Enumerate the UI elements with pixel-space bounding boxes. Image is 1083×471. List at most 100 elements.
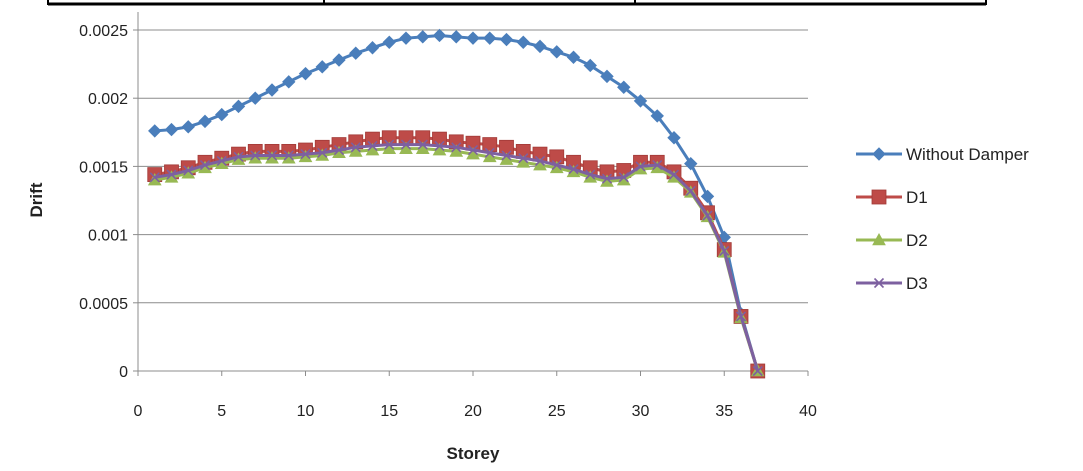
data-point [652, 159, 663, 171]
data-point [484, 147, 495, 158]
y-tick-label: 0.001 [88, 228, 128, 245]
data-point [482, 137, 498, 152]
data-point [516, 35, 530, 49]
data-point [684, 156, 698, 171]
data-point [752, 365, 763, 377]
data-point [618, 172, 629, 183]
axes: 0 0.0005 0.001 0.0015 0.002 0.0025 0 5 10 15 20 25 3… [79, 12, 817, 420]
data-point [199, 159, 211, 171]
legend-label: Without Damper [906, 145, 1029, 164]
data-point [248, 91, 262, 105]
series-line [154, 33, 760, 372]
data-point [467, 144, 479, 156]
x-tick-label: 10 [297, 403, 315, 420]
data-point [719, 245, 730, 257]
series [147, 28, 766, 379]
data-point [434, 140, 445, 152]
data-point [166, 169, 177, 180]
data-point [183, 165, 194, 176]
data-point [617, 80, 631, 94]
legend-label: D3 [906, 274, 928, 293]
data-point [233, 151, 244, 162]
data-point [198, 114, 212, 129]
data-point [148, 124, 162, 138]
data-point [501, 150, 512, 161]
x-tick-label: 25 [548, 403, 566, 420]
y-tick-label: 0.0025 [79, 23, 128, 40]
data-point [250, 150, 261, 161]
data-point [702, 210, 713, 221]
data-point [350, 142, 361, 153]
data-point [231, 99, 246, 114]
data-point [635, 161, 646, 172]
data-point [466, 31, 480, 45]
data-point [266, 150, 278, 161]
x-tick-label: 0 [134, 403, 143, 420]
x-tick-label: 5 [217, 403, 226, 420]
data-point [600, 69, 614, 84]
data-point [216, 155, 227, 167]
data-point [583, 58, 597, 73]
data-point [300, 149, 311, 160]
data-point [700, 189, 715, 204]
legend-entry: Without Damper [856, 145, 1029, 164]
legend-marker [873, 277, 885, 289]
gridlines [138, 29, 808, 304]
legend-marker [872, 232, 886, 246]
x-tick-label: 40 [799, 403, 817, 420]
data-point [416, 30, 430, 44]
data-point [518, 153, 529, 164]
data-point [332, 53, 346, 67]
data-point [685, 185, 696, 197]
data-point [533, 39, 547, 54]
data-point [298, 66, 313, 81]
data-point [365, 41, 380, 55]
legend-marker [871, 189, 887, 205]
legend-label: D2 [906, 231, 928, 250]
data-point [551, 159, 562, 171]
data-point [451, 142, 462, 153]
x-axis-title: Storey [447, 444, 500, 463]
data-point [585, 169, 596, 180]
y-tick-label: 0 [119, 364, 128, 381]
y-tick-label: 0.0005 [79, 296, 128, 313]
legend-entry: D2 [856, 231, 928, 250]
y-axis-title: Drift [27, 182, 46, 217]
data-point [417, 139, 428, 150]
series-line [154, 147, 760, 372]
data-point [382, 35, 396, 49]
y-tick-label: 0.002 [88, 91, 128, 108]
data-point [399, 31, 413, 45]
data-point [400, 139, 412, 150]
data-point [181, 120, 195, 134]
data-point [349, 46, 363, 60]
data-point [265, 83, 279, 97]
data-point [282, 75, 296, 89]
legend: Without Damper D1 D2 D3 [856, 145, 1029, 293]
x-tick-label: 15 [380, 403, 398, 420]
x-tick-label: 35 [715, 403, 733, 420]
x-tick-label: 30 [632, 403, 650, 420]
data-point [601, 173, 613, 184]
data-point [483, 31, 497, 45]
data-point [317, 147, 328, 158]
data-point [333, 144, 345, 156]
data-point [449, 30, 463, 44]
data-point [534, 155, 546, 167]
data-point [215, 107, 229, 122]
series-without-damper [148, 28, 765, 378]
data-point [315, 60, 329, 74]
data-point [667, 131, 681, 145]
data-point [164, 122, 179, 137]
legend-label: D1 [906, 188, 928, 207]
data-point [668, 169, 680, 180]
data-point [384, 139, 395, 150]
y-tick-label: 0.0015 [79, 159, 128, 176]
data-point [550, 45, 564, 59]
data-point [735, 311, 747, 322]
data-point [499, 32, 514, 47]
data-point [499, 139, 514, 155]
legend-entry: D1 [856, 188, 928, 207]
